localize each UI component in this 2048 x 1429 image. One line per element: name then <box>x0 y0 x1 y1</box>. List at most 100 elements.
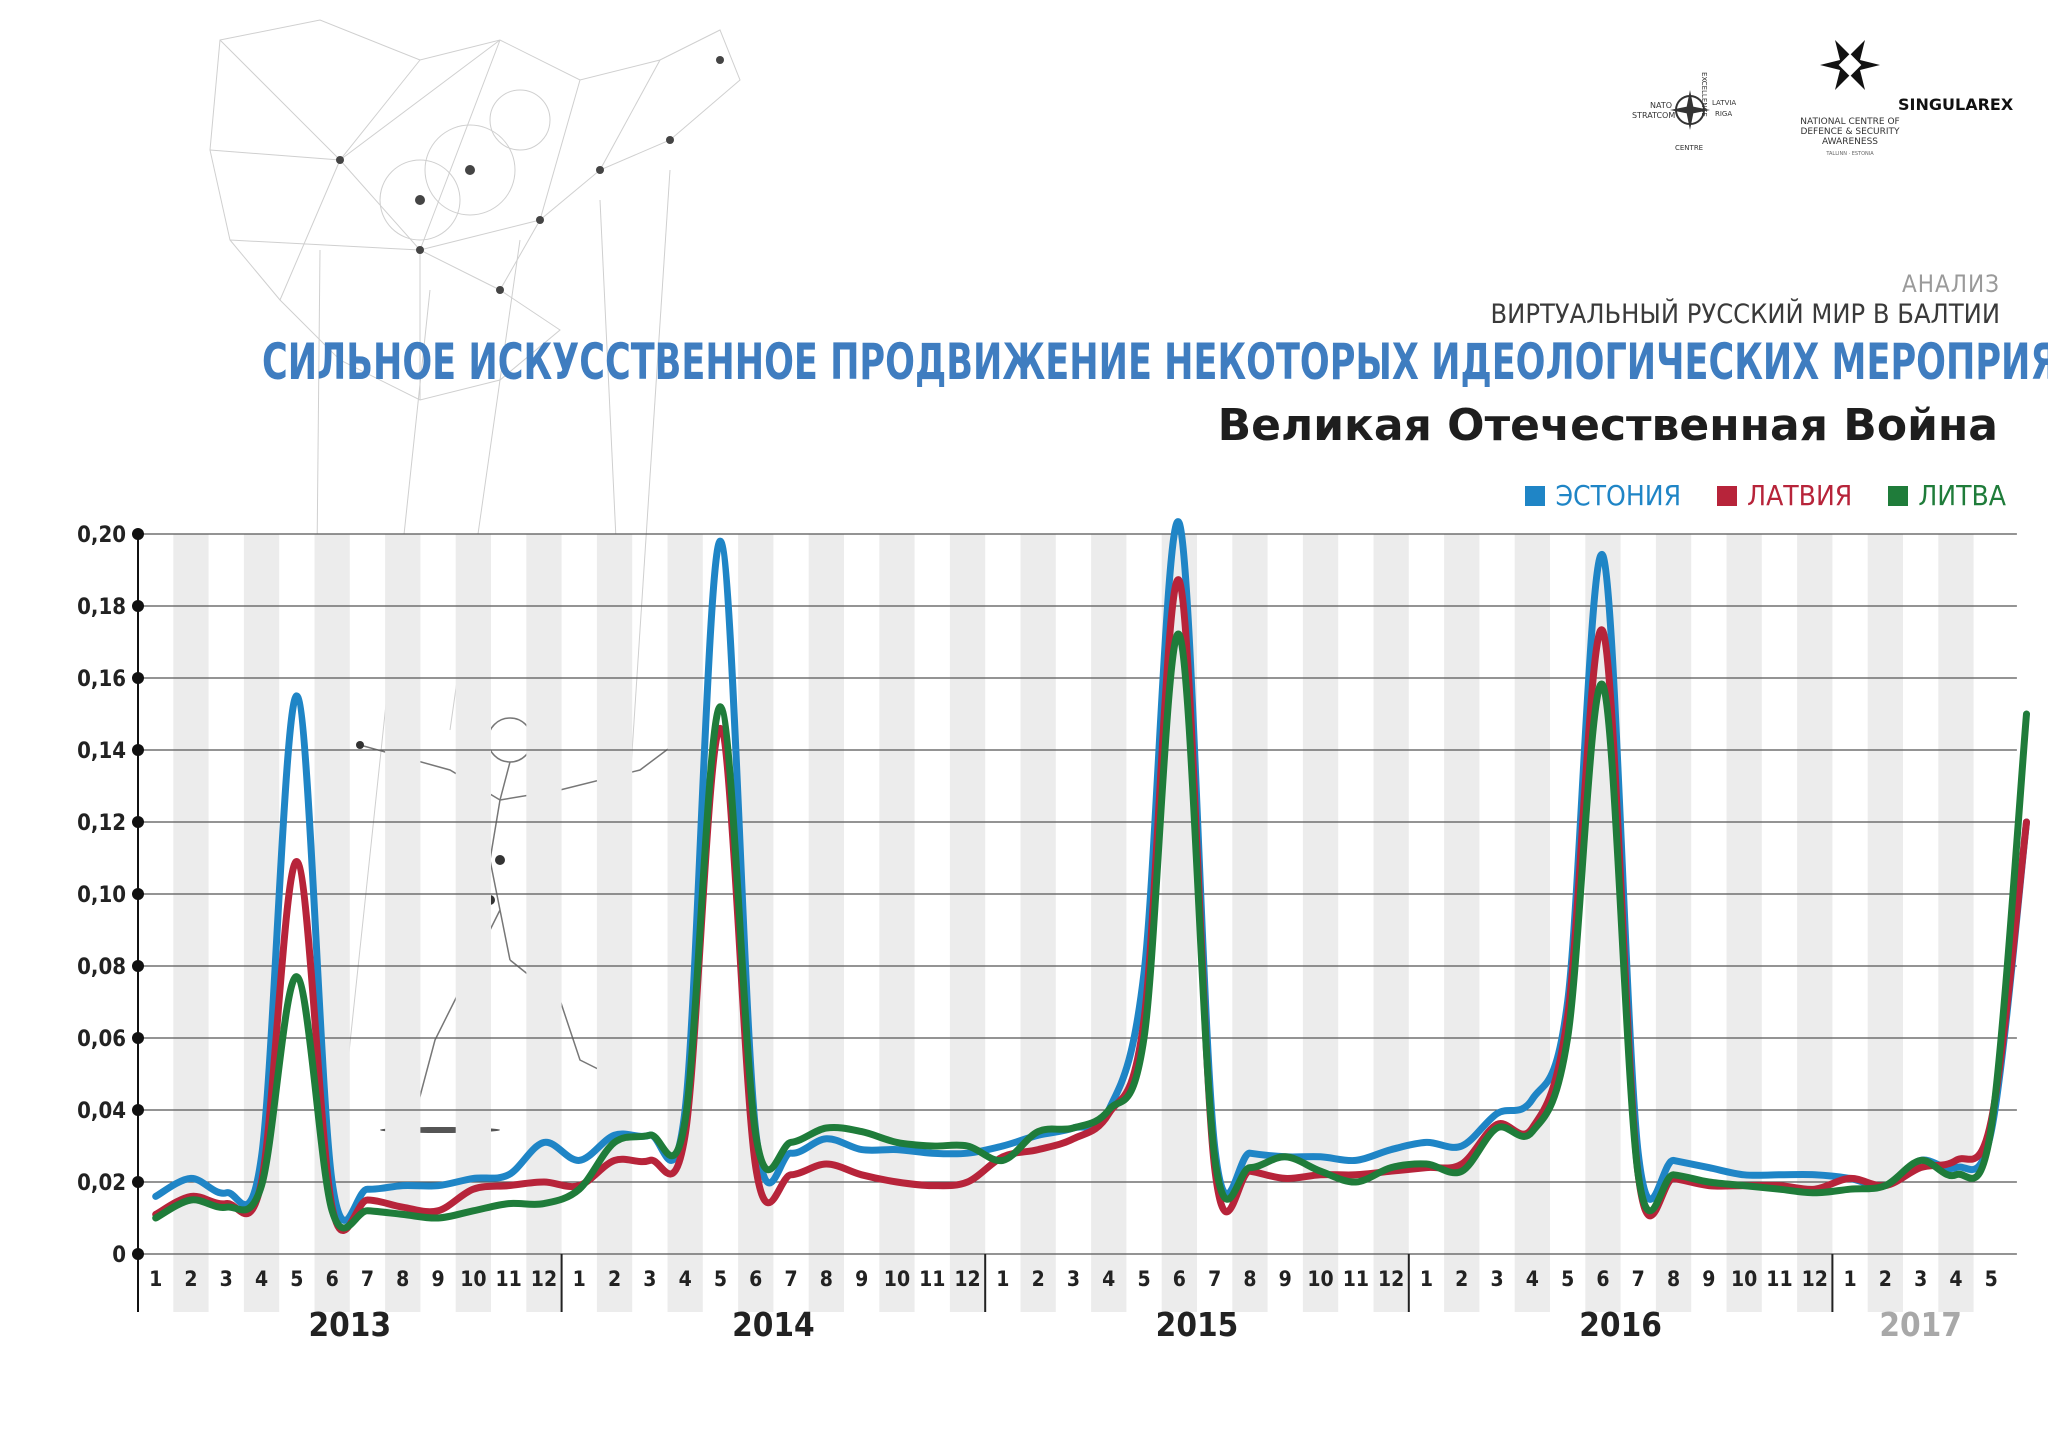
x-month-label: 2 <box>184 1267 197 1291</box>
x-month-label: 8 <box>396 1267 409 1291</box>
y-tick-dot <box>132 1248 144 1260</box>
x-month-label: 1 <box>573 1267 586 1291</box>
x-month-label: 11 <box>496 1267 522 1291</box>
x-month-label: 9 <box>855 1267 868 1291</box>
legend-label-lithuania: ЛИТВА <box>1918 479 2006 512</box>
kicker-text: АНАЛИЗ <box>1901 270 2000 298</box>
x-month-label: 5 <box>714 1267 727 1291</box>
x-month-label: 4 <box>679 1267 692 1291</box>
x-month-label: 3 <box>1067 1267 1080 1291</box>
y-tick-label: 0,08 <box>77 955 126 980</box>
ncdsa-logo: NATIONAL CENTRE OF DEFENCE & SECURITY AW… <box>1800 40 1900 157</box>
y-tick-dot <box>132 1032 144 1044</box>
x-month-label: 4 <box>1949 1267 1962 1291</box>
month-band <box>1444 534 1480 1312</box>
x-year-label: 2017 <box>1879 1305 1962 1344</box>
y-tick-dot <box>132 600 144 612</box>
x-month-label: 5 <box>1985 1267 1998 1291</box>
month-band <box>1585 534 1621 1312</box>
month-band <box>1232 534 1268 1312</box>
x-month-label: 12 <box>1378 1267 1404 1291</box>
ncdsa-line-1: NATIONAL CENTRE OF <box>1800 117 1899 127</box>
stratcom-excellence-text: EXCELLENCE <box>1700 72 1708 117</box>
x-month-label: 9 <box>431 1267 444 1291</box>
x-month-label: 7 <box>784 1267 797 1291</box>
legend-item-latvia: ЛАТВИЯ <box>1717 479 1852 512</box>
month-band <box>1655 534 1692 1312</box>
x-month-label: 12 <box>1802 1267 1828 1291</box>
y-tick-dot <box>132 744 144 756</box>
x-month-label: 3 <box>1914 1267 1927 1291</box>
x-month-label: 4 <box>1526 1267 1539 1291</box>
month-band <box>879 534 915 1312</box>
y-tick-label: 0,06 <box>77 1027 126 1052</box>
singularex-logo: SINGULAREX <box>1898 95 2014 114</box>
stratcom-centre-text: CENTRE <box>1675 144 1703 152</box>
ncdsa-line-3: AWARENESS <box>1822 137 1878 147</box>
stratcom-nato-text: NATO <box>1650 101 1672 110</box>
x-month-label: 9 <box>1279 1267 1292 1291</box>
nato-stratcom-logo: NATO STRATCOM CENTRE EXCELLENCE LATVIA R… <box>1632 72 1736 152</box>
y-tick-label: 0,14 <box>77 739 126 764</box>
x-month-label: 10 <box>1307 1267 1333 1291</box>
x-month-label: 3 <box>643 1267 656 1291</box>
chart-title: СИЛЬНОЕ ИСКУССТВЕННОЕ ПРОДВИЖЕНИЕ НЕКОТО… <box>262 333 2048 391</box>
x-month-label: 7 <box>1632 1267 1645 1291</box>
legend-item-lithuania: ЛИТВА <box>1888 479 2006 512</box>
month-band <box>1797 534 1833 1312</box>
x-year-label: 2015 <box>1156 1305 1239 1344</box>
month-band <box>1302 534 1339 1312</box>
x-month-label: 10 <box>1731 1267 1757 1291</box>
x-month-label: 1 <box>996 1267 1009 1291</box>
y-tick-label: 0,16 <box>77 667 126 692</box>
legend-item-estonia: ЭСТОНИЯ <box>1525 479 1681 512</box>
x-month-label: 11 <box>919 1267 945 1291</box>
y-tick-dot <box>132 1176 144 1188</box>
x-month-label: 2 <box>1455 1267 1468 1291</box>
x-month-label: 7 <box>1208 1267 1221 1291</box>
y-tick-label: 0,04 <box>77 1099 126 1124</box>
y-tick-dot <box>132 960 144 972</box>
x-month-label: 10 <box>884 1267 910 1291</box>
month-band <box>1091 534 1127 1312</box>
x-month-label: 11 <box>1343 1267 1369 1291</box>
chart-legend: ЭСТОНИЯ ЛАТВИЯ ЛИТВА <box>1525 479 2006 512</box>
x-month-label: 9 <box>1702 1267 1715 1291</box>
x-month-label: 8 <box>1667 1267 1680 1291</box>
x-month-label: 1 <box>149 1267 162 1291</box>
x-month-label: 6 <box>749 1267 762 1291</box>
x-month-label: 3 <box>220 1267 233 1291</box>
month-band <box>1867 534 1903 1312</box>
stratcom-name-text: STRATCOM <box>1632 111 1675 120</box>
ncdsa-small-text: TALLINN · ESTONIA <box>1825 151 1874 157</box>
puppet-illustration <box>209 19 741 1133</box>
y-tick-dot <box>132 816 144 828</box>
x-month-label: 5 <box>290 1267 303 1291</box>
y-tick-label: 0,02 <box>77 1171 126 1196</box>
x-month-label: 2 <box>1879 1267 1892 1291</box>
x-month-label: 5 <box>1137 1267 1150 1291</box>
month-band <box>1373 534 1409 1312</box>
y-tick-label: 0,10 <box>77 883 126 908</box>
stratcom-latvia-text: LATVIA <box>1712 99 1736 107</box>
y-tick-dot <box>132 672 144 684</box>
ncdsa-line-2: DEFENCE & SECURITY <box>1800 127 1900 137</box>
logos-block: NATO STRATCOM CENTRE EXCELLENCE LATVIA R… <box>1632 40 2014 157</box>
x-year-label: 2013 <box>308 1305 391 1344</box>
x-month-label: 2 <box>608 1267 621 1291</box>
chart-subtitle: Великая Отечественная Война <box>1217 400 1998 451</box>
x-month-label: 5 <box>1561 1267 1574 1291</box>
x-month-label: 1 <box>1843 1267 1856 1291</box>
month-band <box>1726 534 1762 1312</box>
y-tick-dot <box>132 528 144 540</box>
month-band <box>808 534 844 1312</box>
legend-swatch-lithuania <box>1888 485 1909 506</box>
x-month-label: 3 <box>1490 1267 1503 1291</box>
x-month-label: 4 <box>255 1267 268 1291</box>
x-month-label: 8 <box>820 1267 833 1291</box>
report-series-name: ВИРТУАЛЬНЫЙ РУССКИЙ МИР В БАЛТИИ <box>1490 299 2000 330</box>
x-month-label: 8 <box>1243 1267 1256 1291</box>
x-month-label: 2 <box>1032 1267 1045 1291</box>
x-month-label: 10 <box>460 1267 486 1291</box>
y-tick-dot <box>132 888 144 900</box>
